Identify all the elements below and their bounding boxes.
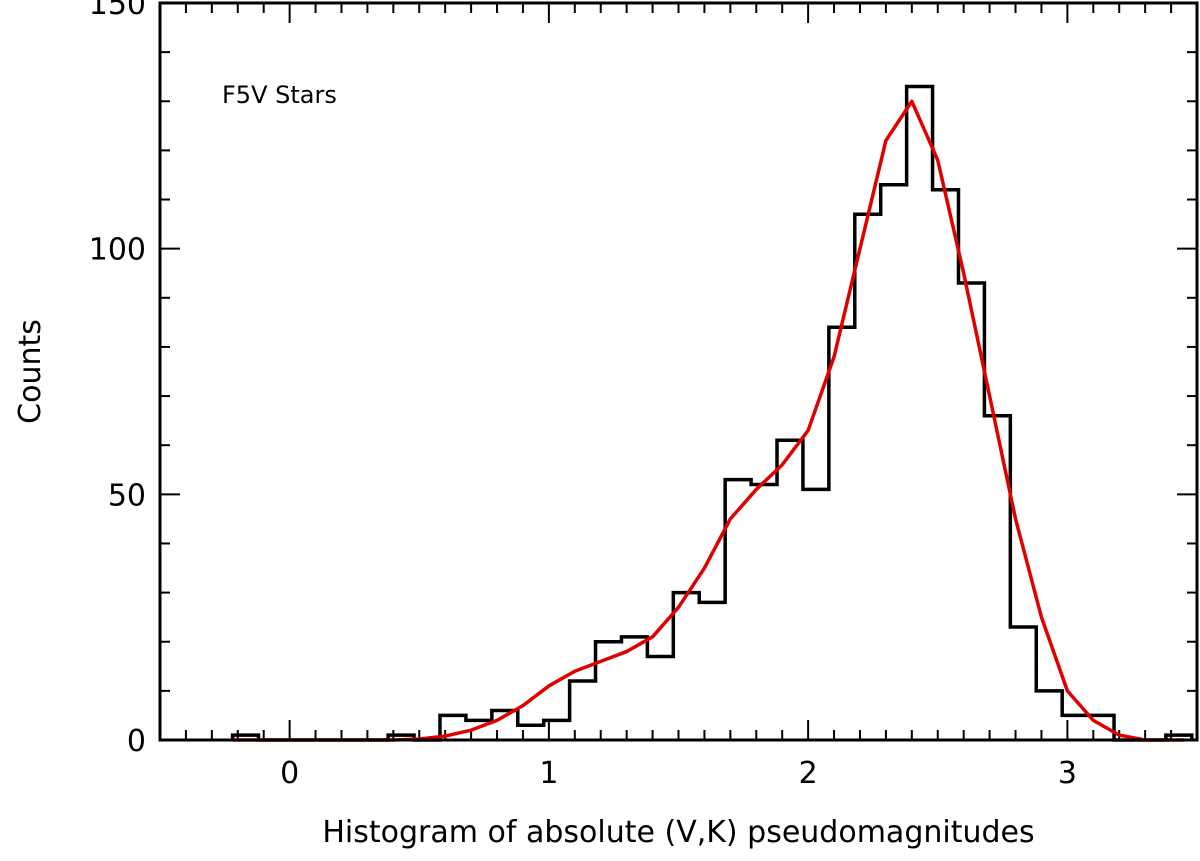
x-tick-label: 1: [539, 756, 558, 791]
y-tick-label: 150: [89, 0, 146, 22]
x-tick-label: 3: [1058, 756, 1077, 791]
y-tick-label: 100: [89, 233, 146, 268]
histogram-outline: [230, 84, 1194, 742]
x-tick-labels: 0 1 2 3: [280, 756, 1077, 791]
x-axis-title: Histogram of absolute (V,K) pseudomagnit…: [322, 815, 1034, 850]
axis-ticks: [159, 2, 1198, 741]
y-tick-labels: 0 50 100 150: [89, 0, 146, 759]
chart-annotation: F5V Stars: [222, 81, 337, 109]
plot-frame: [158, 1, 1199, 742]
y-axis-title: Counts: [13, 319, 48, 424]
fit-curve: [232, 99, 1185, 742]
y-tick-label: 0: [127, 724, 146, 759]
x-tick-label: 0: [280, 756, 299, 791]
x-tick-label: 2: [799, 756, 818, 791]
y-tick-label: 50: [108, 478, 146, 513]
